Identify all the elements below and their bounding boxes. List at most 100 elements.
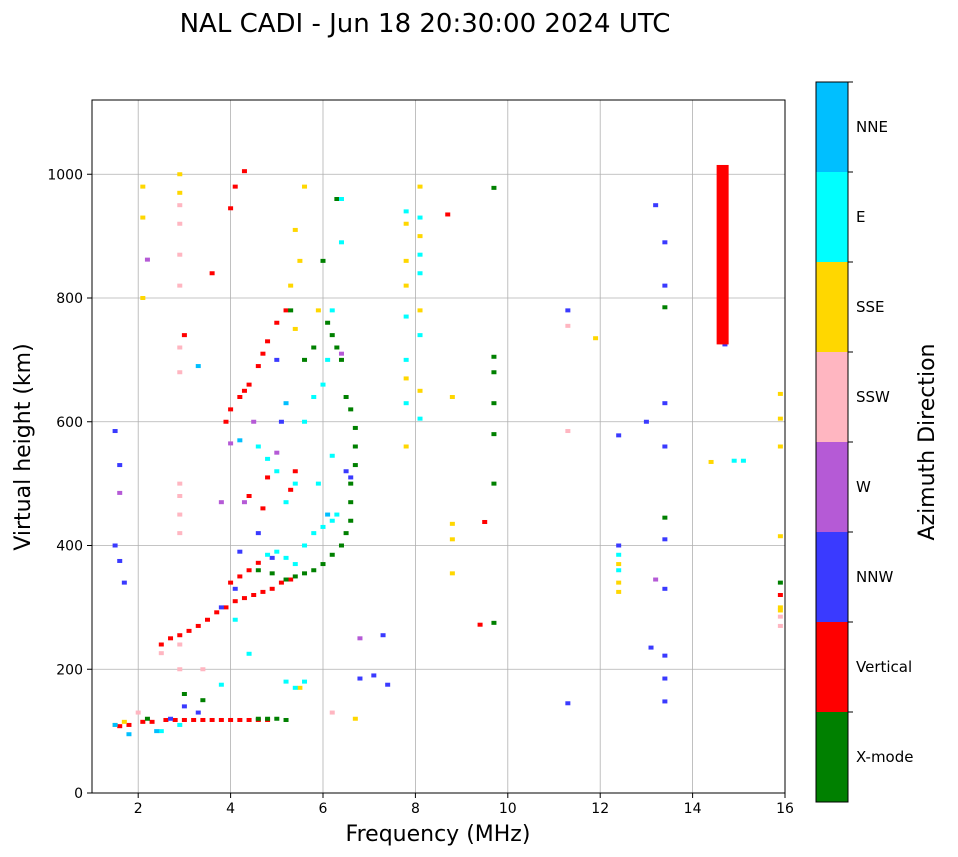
data-point-e: [417, 252, 423, 257]
data-point-nnw: [662, 537, 668, 542]
data-point-e: [274, 469, 280, 474]
data-point-vertical: [255, 560, 261, 565]
data-point-nnw: [278, 419, 284, 424]
data-point-ssw: [177, 642, 183, 647]
x-tick-label: 8: [411, 801, 420, 817]
y-axis-ticks: 0 200 400 600 800 1000: [47, 167, 92, 802]
data-point-sse: [593, 336, 599, 341]
data-point-e: [329, 518, 335, 523]
data-point-vertical: [181, 717, 187, 722]
data-point-ssw: [565, 323, 571, 328]
data-point-x-mode: [334, 197, 340, 201]
colorbar-tick-label: SSW: [856, 388, 890, 406]
data-point-e: [292, 481, 298, 486]
x-tick-label: 16: [776, 801, 794, 817]
data-point-x-mode: [292, 574, 298, 579]
data-point-sse: [403, 283, 409, 288]
data-point-vertical: [168, 636, 174, 641]
data-point-vertical: [126, 722, 132, 727]
grid-lines: [92, 100, 786, 794]
data-point-ssw: [177, 494, 183, 498]
colorbar-tick-labels: X-mode Vertical NNW W SSW SSE E NNE: [848, 81, 913, 766]
data-point-ssw: [777, 623, 783, 628]
data-point-ssw: [329, 710, 335, 715]
x-tick-label: 2: [134, 801, 143, 817]
data-point-ssw: [777, 614, 783, 619]
data-point-vertical: [251, 593, 257, 597]
data-point-vertical: [209, 271, 215, 276]
data-point-ssw: [177, 667, 183, 672]
data-point-nnw: [662, 444, 668, 449]
x-tick-label: 6: [319, 801, 328, 817]
data-point-nnw: [237, 549, 243, 554]
data-point-vertical: [172, 717, 178, 722]
data-point-x-mode: [348, 407, 354, 412]
colorbar-tick-label: NNE: [856, 118, 888, 136]
data-point-vertical: [214, 610, 220, 615]
data-point-vertical: [255, 364, 261, 369]
data-point-ssw: [565, 429, 571, 434]
data-point-x-mode: [265, 716, 271, 721]
data-point-sse: [297, 685, 303, 690]
data-point-e: [616, 552, 622, 557]
data-point-vertical: [445, 212, 451, 217]
data-point-ssw: [177, 203, 183, 208]
data-point-x-mode: [343, 395, 349, 399]
data-point-nnw: [357, 676, 363, 681]
data-point-ssw: [177, 345, 183, 350]
colorbar-segment-ssw: [816, 352, 848, 442]
data-point-nnw: [232, 586, 238, 591]
data-point-x-mode: [283, 577, 289, 582]
data-point-nnw: [274, 357, 280, 362]
colorbar-tick-label: W: [856, 478, 871, 496]
colorbar-tick-label: X-mode: [856, 748, 913, 766]
colorbar-segment-x-mode: [816, 712, 848, 802]
data-point-vertical: [237, 395, 243, 399]
data-point-x-mode: [348, 481, 354, 486]
data-point-e: [320, 524, 326, 529]
data-point-vertical: [209, 717, 215, 722]
data-point-nnw: [565, 701, 571, 706]
data-point-x-mode: [329, 333, 335, 338]
data-point-e: [274, 549, 280, 554]
data-point-nnw: [117, 558, 123, 563]
y-axis-label: Virtual height (km): [11, 343, 36, 550]
data-column-vertical: [716, 164, 729, 345]
data-point-x-mode: [255, 716, 261, 721]
plot-background: [92, 100, 785, 793]
data-point-x-mode: [338, 543, 344, 548]
data-point-e: [403, 314, 409, 319]
data-point-w: [357, 636, 363, 641]
data-point-nnw: [653, 203, 659, 208]
data-point-vertical: [186, 628, 192, 633]
data-point-x-mode: [325, 320, 331, 325]
data-point-x-mode: [255, 568, 261, 573]
y-tick-label: 800: [56, 291, 83, 307]
data-point-nne: [154, 729, 160, 734]
data-point-e: [302, 419, 308, 424]
data-point-vertical: [292, 469, 298, 474]
data-point-w: [338, 351, 344, 356]
x-tick-label: 12: [591, 801, 609, 817]
data-point-vertical: [232, 599, 238, 604]
data-point-sse: [708, 459, 714, 464]
data-point-e: [338, 240, 344, 245]
data-point-ssw: [177, 370, 183, 375]
data-point-vertical: [260, 506, 266, 511]
data-point-e: [302, 543, 308, 548]
data-point-x-mode: [320, 562, 326, 567]
colorbar-segment-vertical: [816, 622, 848, 712]
data-point-x-mode: [491, 620, 497, 625]
data-point-x-mode: [311, 568, 317, 573]
data-point-x-mode: [352, 444, 358, 449]
colorbar-segment-nnw: [816, 532, 848, 622]
data-point-sse: [140, 184, 146, 189]
data-point-vertical: [232, 184, 238, 189]
colorbar-segment-sse: [816, 262, 848, 352]
data-point-x-mode: [320, 258, 326, 263]
data-point-x-mode: [334, 345, 340, 350]
data-point-x-mode: [200, 698, 206, 703]
data-point-e: [292, 685, 298, 690]
data-point-e: [403, 401, 409, 406]
